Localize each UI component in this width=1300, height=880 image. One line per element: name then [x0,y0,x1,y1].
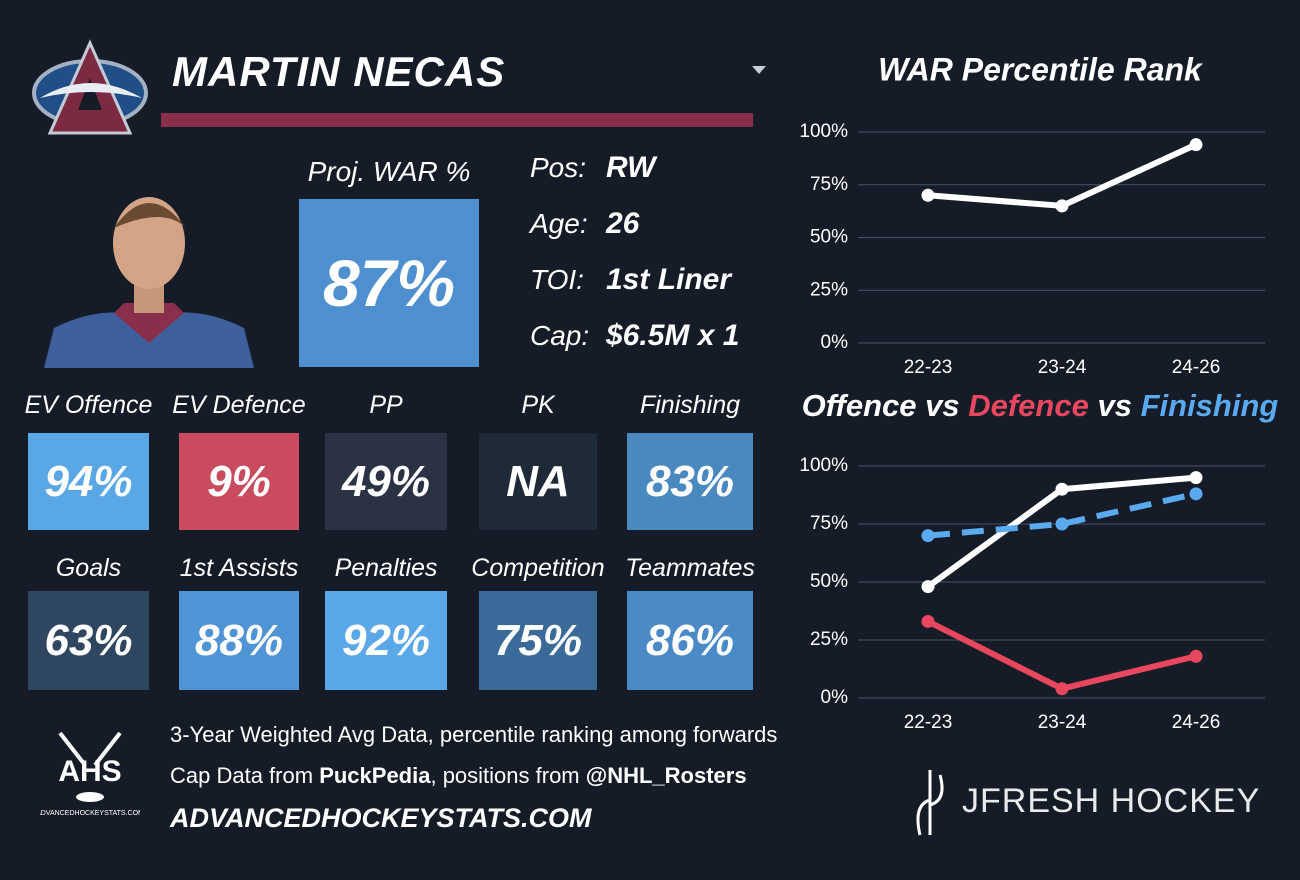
info-label: Age: [530,208,588,239]
tile-value: 63% [28,591,149,690]
player-name: MARTIN NECAS [172,48,506,95]
tile-value: 9% [179,433,299,530]
line [926,618,1197,692]
y-tick-label: 0% [821,687,849,708]
y-tick-label: 100% [799,121,848,142]
y-tick-label: 100% [799,455,848,476]
tile-label: Finishing [639,391,741,419]
team-logo [32,39,148,135]
point [1055,482,1069,496]
brand: JFRESH HOCKEY [962,782,1261,820]
point [1189,138,1203,152]
tile-value: NA [479,433,597,530]
x-tick-label: 23-24 [1038,357,1087,378]
info-value: $6.5M x 1 [606,319,740,352]
tile-value: 75% [479,591,597,690]
x-tick-label: 22-23 [904,357,953,378]
point [1189,649,1203,663]
y-tick-label: 50% [810,571,848,592]
footer-site: ADVANCEDHOCKEYSTATS.COM [170,803,592,833]
tile-label: EV Offence [24,391,153,419]
tile-label: PK [521,391,555,419]
tile-label: Penalties [334,554,438,582]
x-tick-label: 24-26 [1172,357,1221,378]
projection-label: Proj. WAR % [307,156,471,187]
point [1055,517,1069,531]
tile-value: 83% [627,433,753,530]
ahs-logo-url: ADVANCEDHOCKEYSTATS.COM [40,810,140,817]
info-label: Pos: [530,152,587,183]
title-separator: vs [925,388,959,423]
dropdown-arrow[interactable] [750,64,768,76]
credit-source: PuckPedia [319,763,431,788]
y-tick-label: 75% [810,174,848,195]
name-underline [161,113,753,127]
credit-source: @NHL_Rosters [585,763,747,788]
point [1189,471,1203,485]
x-tick-label: 23-24 [1038,712,1087,733]
line [927,490,1197,539]
footer-credits: Cap Data from PuckPedia, positions from … [170,763,747,789]
title-separator: vs [1097,388,1131,423]
tile-value: 94% [28,433,149,530]
line [927,141,1198,209]
legend-entry: Defence [968,388,1089,423]
ahs-logo: AHS ADVANCEDHOCKEYSTATS.COM [40,731,140,817]
y-tick-label: 25% [810,629,848,650]
tile-label: Teammates [625,554,755,582]
point [1055,199,1069,213]
info-label: Cap: [530,320,590,351]
tile-label: Competition [471,554,605,582]
info-value: RW [606,151,656,184]
chart-title: Offence vs Defence vs Finishing [802,388,1279,423]
tile-value: 86% [627,591,753,690]
legend-entry: Offence [802,388,917,423]
info-value: 1st Liner [606,263,732,296]
y-tick-label: 0% [821,332,849,353]
tile-value: 49% [325,433,447,530]
info-label: TOI: [530,264,584,295]
tile-value: 88% [179,591,299,690]
jfresh-logo [916,770,944,836]
player-photo [44,197,254,368]
point [921,529,935,543]
point [921,580,935,594]
footer-note: 3-Year Weighted Avg Data, percentile ran… [170,722,778,747]
credit-text: Cap Data from [170,763,314,788]
point [921,188,935,202]
tile-label: EV Defence [172,391,306,419]
credit-text: , positions from [430,763,580,788]
tile-value: 92% [325,591,447,690]
info-value: 26 [606,207,640,240]
legend-entry: Finishing [1141,388,1279,423]
point [1055,682,1069,696]
point [921,614,935,628]
y-tick-label: 75% [810,513,848,534]
x-tick-label: 22-23 [904,712,953,733]
y-tick-label: 25% [810,279,848,300]
tile-label: Goals [55,554,122,582]
ahs-logo-text: AHS [58,755,121,788]
y-tick-label: 50% [810,227,848,248]
tile-label: PP [369,391,403,419]
x-tick-label: 24-26 [1172,712,1221,733]
chart-title: WAR Percentile Rank [878,51,1204,87]
tile-label: 1st Assists [179,554,299,582]
point [1189,487,1203,501]
projection-value: 87% [299,199,479,367]
